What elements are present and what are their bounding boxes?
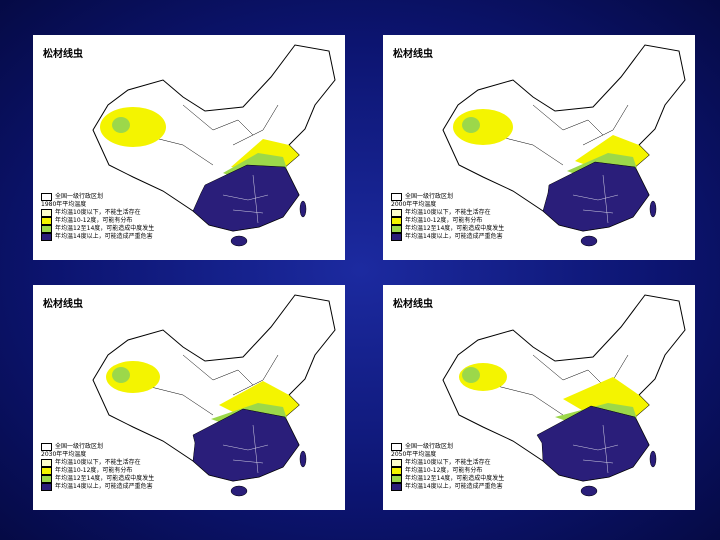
legend-subheading: 1980年平均温度 (41, 201, 87, 208)
legend-swatch (391, 475, 402, 483)
legend-row: 年均温10-12度，可能有分布 (391, 467, 504, 475)
legend-item: 年均温10-12度，可能有分布 (405, 467, 483, 474)
legend-swatch (391, 233, 402, 241)
legend-row: 全国一级行政区划 (41, 443, 154, 451)
legend-swatch (41, 459, 52, 467)
legend-row: 年均温12至14度，可能造成中度发生 (391, 225, 504, 233)
legend-swatch (391, 443, 402, 451)
legend-heading: 全国一级行政区划 (55, 443, 104, 450)
legend-item: 年均温10-12度，可能有分布 (55, 217, 133, 224)
legend-row: 年均温10-12度，可能有分布 (391, 217, 504, 225)
legend-item: 年均温14度以上，可能造成严重危害 (55, 233, 153, 240)
legend-item: 年均温10度以下，不能生活存在 (405, 209, 491, 216)
legend-heading: 全国一级行政区划 (55, 193, 104, 200)
panel-title: 松材线虫 (393, 49, 433, 60)
legend-item: 年均温12至14度，可能造成中度发生 (405, 475, 505, 482)
legend-swatch (41, 209, 52, 217)
legend-item: 年均温10-12度，可能有分布 (405, 217, 483, 224)
legend-row: 年均温10-12度，可能有分布 (41, 467, 154, 475)
legend-heading: 全国一级行政区划 (405, 443, 454, 450)
map (92, 294, 336, 497)
legend-row: 年均温14度以上，可能造成严重危害 (41, 483, 154, 491)
legend-row: 年均温14度以上，可能造成严重危害 (41, 233, 154, 241)
map-panel: 松材线虫 全国一级行政区划 2050年平均温度 年均温10度以下，不能生活存在 年均温1… (383, 285, 695, 510)
legend-swatch (391, 459, 402, 467)
legend-item: 年均温14度以上，可能造成严重危害 (55, 483, 153, 490)
map (92, 44, 336, 247)
legend-swatch (391, 467, 402, 475)
legend-row: 年均温10度以下，不能生活存在 (41, 459, 154, 467)
legend-row: 全国一级行政区划 (391, 193, 504, 201)
map-panel: 松材线虫 全国一级行政区划 2030年平均温度 年均温10度以下，不能生活存在 年均温1… (33, 285, 345, 510)
map-panel: 松材线虫 全国一级行政区划 2000年平均温度 年均温10度以下，不能生活存在 年均温1… (383, 35, 695, 260)
legend-item: 年均温12至14度，可能造成中度发生 (55, 225, 155, 232)
map (442, 44, 686, 247)
legend-row: 年均温14度以上，可能造成严重危害 (391, 483, 504, 491)
legend-row: 年均温10度以下，不能生活存在 (41, 209, 154, 217)
legend-swatch (41, 225, 52, 233)
legend-swatch (391, 209, 402, 217)
legend-swatch (41, 475, 52, 483)
legend-swatch (41, 467, 52, 475)
legend-item: 年均温10度以下，不能生活存在 (55, 209, 141, 216)
legend-row: 年均温14度以上，可能造成严重危害 (391, 233, 504, 241)
legend-item: 年均温14度以上，可能造成严重危害 (405, 483, 503, 490)
legend-item: 年均温12至14度，可能造成中度发生 (405, 225, 505, 232)
legend-row: 年均温12至14度，可能造成中度发生 (41, 225, 154, 233)
panel-title: 松材线虫 (393, 299, 433, 310)
legend-item: 年均温10度以下，不能生活存在 (405, 459, 491, 466)
legend: 全国一级行政区划 2030年平均温度 年均温10度以下，不能生活存在 年均温10-12… (41, 443, 154, 491)
legend-row: 年均温10度以下，不能生活存在 (391, 209, 504, 217)
legend-swatch (41, 217, 52, 225)
legend-row: 年均温10-12度，可能有分布 (41, 217, 154, 225)
legend-row: 全国一级行政区划 (41, 193, 154, 201)
legend-swatch (391, 225, 402, 233)
legend-row: 年均温10度以下，不能生活存在 (391, 459, 504, 467)
legend-swatch (391, 217, 402, 225)
legend-heading: 全国一级行政区划 (405, 193, 454, 200)
legend-subheading: 2000年平均温度 (391, 201, 437, 208)
legend-swatch (41, 483, 52, 491)
map (442, 294, 686, 497)
panel-title: 松材线虫 (43, 299, 83, 310)
legend-swatch (41, 233, 52, 241)
legend: 全国一级行政区划 2000年平均温度 年均温10度以下，不能生活存在 年均温10-12… (391, 193, 504, 241)
legend-item: 年均温12至14度，可能造成中度发生 (55, 475, 155, 482)
map-panel: 松材线虫 全国一级行政区划 1980年平均温度 年均温10度以下，不能生活存在 年均温1… (33, 35, 345, 260)
legend-subheading: 2030年平均温度 (41, 451, 87, 458)
legend-row: 年均温12至14度，可能造成中度发生 (391, 475, 504, 483)
legend-subheading: 2050年平均温度 (391, 451, 437, 458)
legend-swatch (41, 443, 52, 451)
legend-row: 全国一级行政区划 (391, 443, 504, 451)
legend-item: 年均温10度以下，不能生活存在 (55, 459, 141, 466)
panel-title: 松材线虫 (43, 49, 83, 60)
legend-row: 年均温12至14度，可能造成中度发生 (41, 475, 154, 483)
legend-item: 年均温14度以上，可能造成严重危害 (405, 233, 503, 240)
legend-swatch (41, 193, 52, 201)
legend-swatch (391, 483, 402, 491)
legend: 全国一级行政区划 2050年平均温度 年均温10度以下，不能生活存在 年均温10-12… (391, 443, 504, 491)
legend: 全国一级行政区划 1980年平均温度 年均温10度以下，不能生活存在 年均温10-12… (41, 193, 154, 241)
legend-swatch (391, 193, 402, 201)
legend-item: 年均温10-12度，可能有分布 (55, 467, 133, 474)
